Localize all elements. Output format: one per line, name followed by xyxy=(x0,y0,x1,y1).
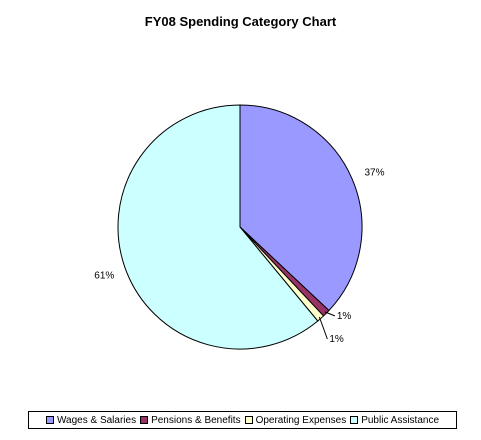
legend-label-operating: Operating Expenses xyxy=(255,414,347,426)
legend-swatch-pensions xyxy=(140,416,149,424)
chart-title: FY08 Spending Category Chart xyxy=(144,14,337,29)
legend-item-wages: Wages & Salaries xyxy=(45,414,137,426)
slice-label-pensions: 1% xyxy=(337,311,352,322)
slice-label-wages: 37% xyxy=(364,167,384,178)
leader-line-pensions xyxy=(324,311,336,317)
legend-swatch-wages xyxy=(45,416,54,424)
legend-label-public: Public Assistance xyxy=(361,414,440,426)
legend-item-operating: Operating Expenses xyxy=(244,414,347,426)
legend-label-pensions: Pensions & Benefits xyxy=(151,414,241,426)
legend-item-pensions: Pensions & Benefits xyxy=(140,415,241,426)
chart-legend: Wages & Salaries Pensions & Benefits Ope… xyxy=(28,411,457,429)
leader-line-operating xyxy=(318,316,328,340)
legend-swatch-operating xyxy=(244,416,253,424)
legend-item-public: Public Assistance xyxy=(350,415,439,426)
slice-label-public: 61% xyxy=(94,270,114,281)
pie-slice-public xyxy=(117,104,319,350)
pie-slice-wages xyxy=(239,104,363,312)
legend-swatch-public xyxy=(350,416,359,424)
slice-label-operating: 1% xyxy=(329,334,344,345)
legend-label-wages: Wages & Salaries xyxy=(56,414,137,426)
